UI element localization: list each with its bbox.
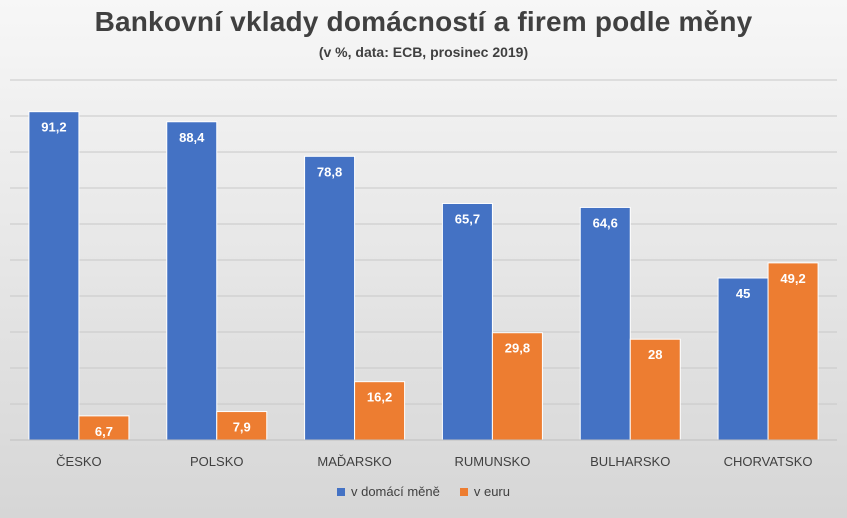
x-tick-label: MAĎARSKO bbox=[317, 454, 391, 469]
legend-swatch-euro bbox=[459, 487, 468, 496]
bar-domestic bbox=[304, 155, 356, 441]
data-label: 16,2 bbox=[367, 390, 392, 405]
bar-euro bbox=[491, 332, 543, 441]
x-tick-label: ČESKO bbox=[56, 454, 102, 469]
bar-euro bbox=[78, 415, 130, 441]
data-label: 88,4 bbox=[179, 130, 205, 145]
data-label: 29,8 bbox=[505, 341, 530, 356]
x-tick-label: POLSKO bbox=[190, 454, 243, 469]
bar-euro bbox=[629, 338, 681, 441]
bar-euro bbox=[354, 381, 406, 441]
chart-title: Bankovní vklady domácností a firem podle… bbox=[94, 6, 753, 37]
data-label: 78,8 bbox=[317, 164, 342, 179]
bar-domestic bbox=[166, 121, 218, 441]
legend: v domácí měně v euru bbox=[0, 484, 847, 499]
legend-item-euro: v euru bbox=[459, 484, 510, 499]
bar-domestic bbox=[579, 206, 631, 441]
chart-subtitle: (v %, data: ECB, prosinec 2019) bbox=[318, 44, 529, 60]
data-label: 49,2 bbox=[780, 271, 805, 286]
bar-domestic bbox=[717, 277, 769, 441]
data-label: 64,6 bbox=[593, 215, 618, 230]
legend-swatch-domestic bbox=[336, 487, 345, 496]
data-label: 7,9 bbox=[233, 420, 251, 435]
data-label: 28 bbox=[648, 347, 662, 362]
x-tick-label: RUMUNSKO bbox=[454, 454, 530, 469]
data-label: 45 bbox=[736, 286, 750, 301]
data-label: 6,7 bbox=[95, 424, 113, 439]
data-label: 91,2 bbox=[41, 120, 66, 135]
x-tick-label: BULHARSKO bbox=[590, 454, 670, 469]
x-tick-label: CHORVATSKO bbox=[724, 454, 813, 469]
bar-euro bbox=[767, 262, 819, 441]
legend-label-domestic: v domácí měně bbox=[350, 484, 440, 499]
legend-item-domestic: v domácí měně bbox=[336, 484, 440, 499]
legend-label-euro: v euru bbox=[473, 484, 510, 499]
bar-domestic bbox=[28, 111, 80, 441]
data-label: 65,7 bbox=[455, 211, 480, 226]
bar-domestic bbox=[441, 202, 493, 441]
